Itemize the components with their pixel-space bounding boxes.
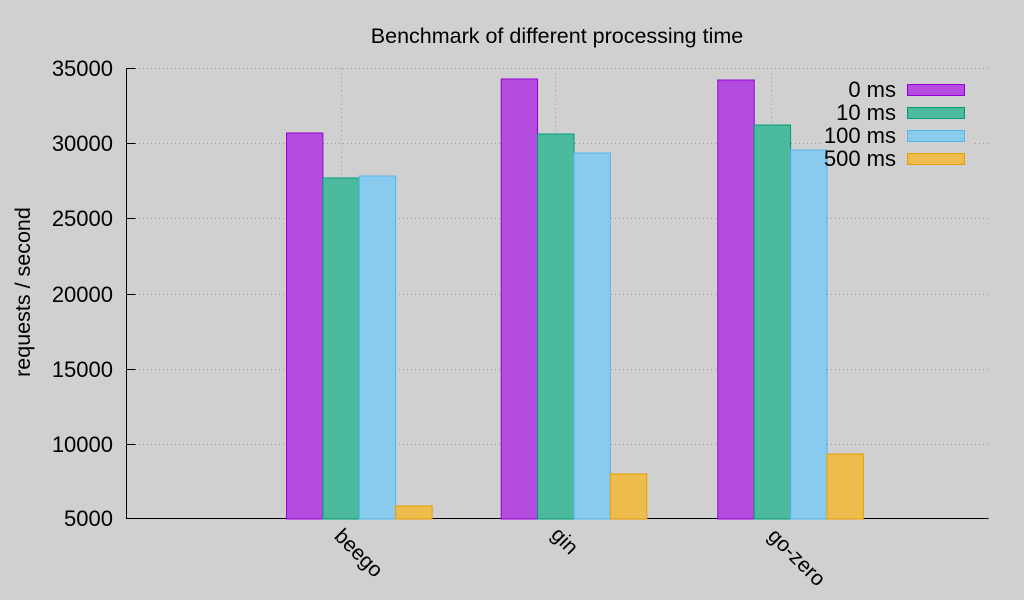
svg-text:5000: 5000 (64, 506, 113, 531)
svg-text:10 ms: 10 ms (836, 100, 896, 125)
svg-text:0 ms: 0 ms (848, 77, 896, 102)
svg-text:35000: 35000 (52, 56, 113, 81)
svg-text:500 ms: 500 ms (824, 146, 896, 171)
svg-text:100 ms: 100 ms (824, 123, 896, 148)
svg-text:20000: 20000 (52, 282, 113, 307)
svg-text:requests / second: requests / second (11, 207, 35, 377)
svg-text:25000: 25000 (52, 206, 113, 231)
svg-text:10000: 10000 (52, 432, 113, 457)
svg-text:15000: 15000 (52, 357, 113, 382)
svg-text:Benchmark of different process: Benchmark of different processing time (371, 24, 743, 48)
svg-text:30000: 30000 (52, 131, 113, 156)
